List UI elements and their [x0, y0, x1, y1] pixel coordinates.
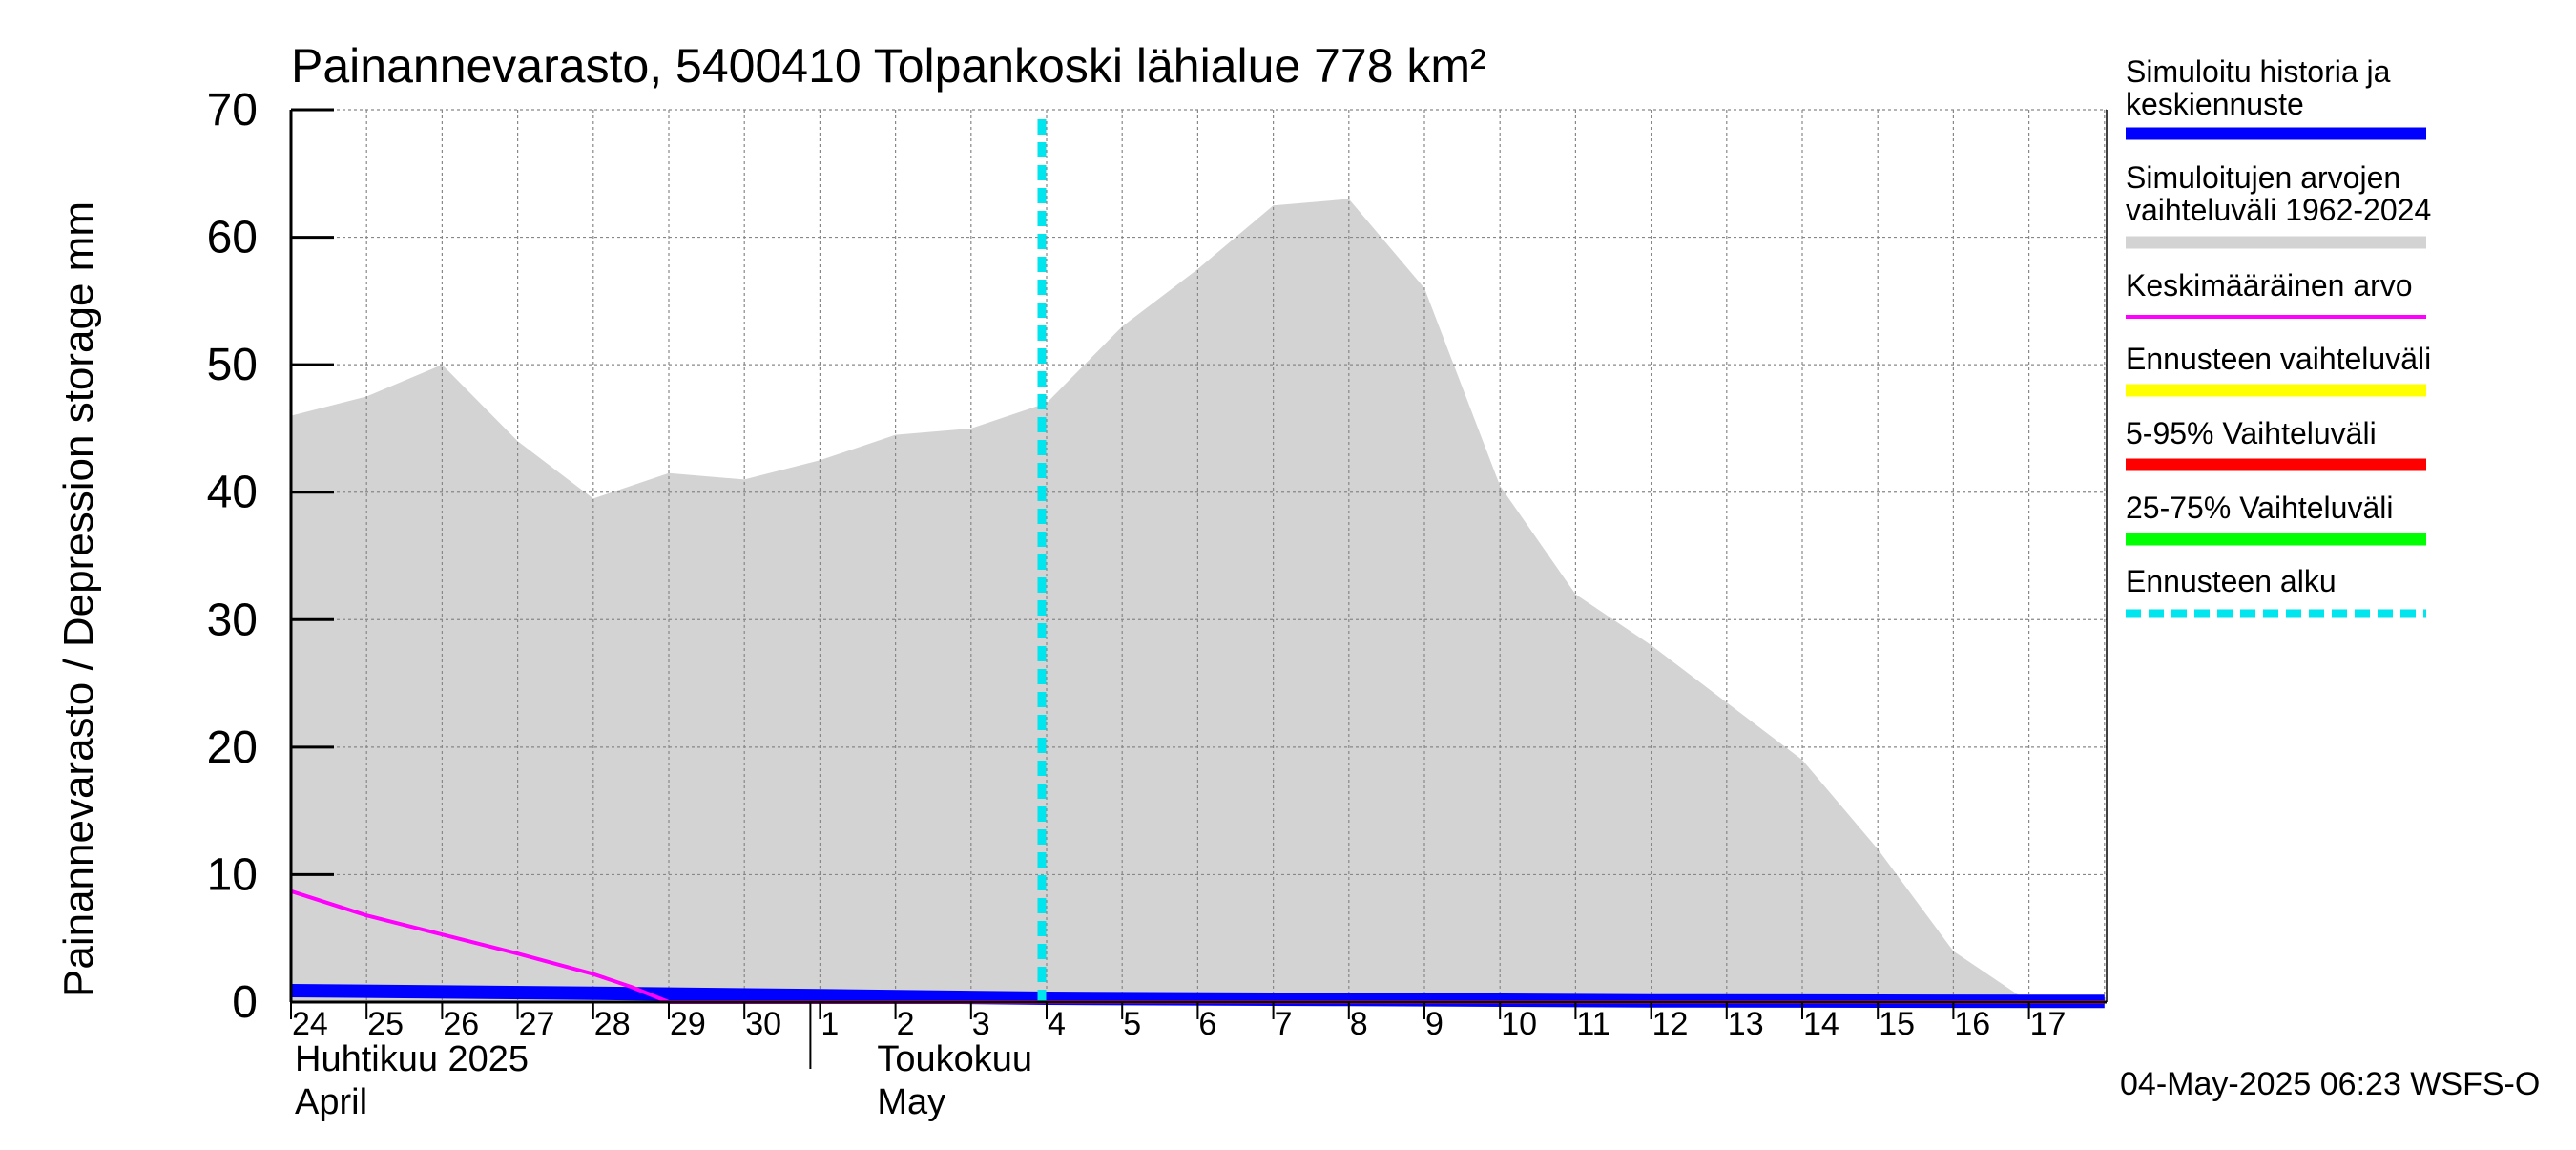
- y-tick-label: 10: [207, 849, 258, 900]
- y-tick-label: 20: [207, 722, 258, 773]
- x-tick-label: 25: [367, 1006, 404, 1042]
- month-label-fi: Huhtikuu 2025: [295, 1039, 529, 1079]
- x-tick-label: 1: [821, 1006, 839, 1042]
- x-tick-label: 17: [2030, 1006, 2067, 1042]
- legend-label: Ennusteen vaihteluväli: [2126, 342, 2431, 376]
- x-tick-label: 10: [1501, 1006, 1537, 1042]
- month-label-fi: Toukokuu: [877, 1039, 1032, 1079]
- y-tick-label: 60: [207, 213, 258, 263]
- legend-label: Simuloitu historia ja keskiennuste: [2126, 54, 2391, 121]
- y-tick-label: 30: [207, 595, 258, 645]
- footer-timestamp: 04-May-2025 06:23 WSFS-O: [2120, 1066, 2540, 1102]
- x-tick-label: 24: [292, 1006, 328, 1042]
- x-tick-label: 6: [1198, 1006, 1216, 1042]
- month-label-en: April: [295, 1082, 367, 1122]
- chart-title: Painannevarasto, 5400410 Tolpankoski läh…: [291, 39, 1486, 93]
- range-band-area: [291, 199, 2029, 1002]
- y-tick-label: 0: [232, 977, 258, 1028]
- x-tick-label: 15: [1879, 1006, 1915, 1042]
- legend-label: 5-95% Vaihteluväli: [2126, 416, 2377, 450]
- x-tick-label: 7: [1275, 1006, 1293, 1042]
- range-band-layer: [291, 199, 2029, 1002]
- x-tick-label: 11: [1576, 1006, 1610, 1042]
- legend-label-line: Simuloitu historia ja: [2126, 54, 2391, 89]
- x-tick-label: 4: [1048, 1006, 1066, 1042]
- month-label-en: May: [877, 1082, 945, 1122]
- y-axis-label: Painannevarasto / Depression storage mm: [55, 201, 102, 997]
- x-tick-label: 30: [745, 1006, 781, 1042]
- x-tick-label: 3: [972, 1006, 990, 1042]
- grid-layer: [291, 109, 2107, 1002]
- legend-label: Keskimääräinen arvo: [2126, 268, 2413, 303]
- x-tick-label: 9: [1425, 1006, 1444, 1042]
- x-tick-label: 29: [670, 1006, 706, 1042]
- x-tick-label: 26: [443, 1006, 479, 1042]
- x-tick-label: 8: [1350, 1006, 1368, 1042]
- series-line-mean-value: [290, 889, 2105, 1004]
- x-tick-label: 13: [1728, 1006, 1764, 1042]
- legend-label-line: vaihteluväli 1962-2024: [2126, 193, 2431, 227]
- y-tick-label: 40: [207, 468, 258, 518]
- legend-label-line: keskiennuste: [2126, 87, 2304, 121]
- legend-label: 25-75% Vaihteluväli: [2126, 491, 2393, 525]
- x-tick-label: 12: [1652, 1006, 1689, 1042]
- x-tick-label: 14: [1803, 1006, 1839, 1042]
- x-tick-label: 5: [1123, 1006, 1141, 1042]
- x-tick-label: 28: [594, 1006, 631, 1042]
- x-tick-label: 16: [1954, 1006, 1990, 1042]
- y-tick-label: 70: [207, 85, 258, 136]
- legend: Simuloitu historia ja keskiennusteSimuloi…: [2126, 54, 2431, 618]
- x-tick-label: 2: [897, 1006, 915, 1042]
- x-tick-label: 27: [519, 1006, 555, 1042]
- legend-label: Simuloitujen arvojen vaihteluväli 1962-20…: [2126, 160, 2431, 227]
- legend-label-line: Simuloitujen arvojen: [2126, 160, 2400, 195]
- y-tick-label: 50: [207, 340, 258, 390]
- legend-label: Ennusteen alku: [2126, 564, 2337, 598]
